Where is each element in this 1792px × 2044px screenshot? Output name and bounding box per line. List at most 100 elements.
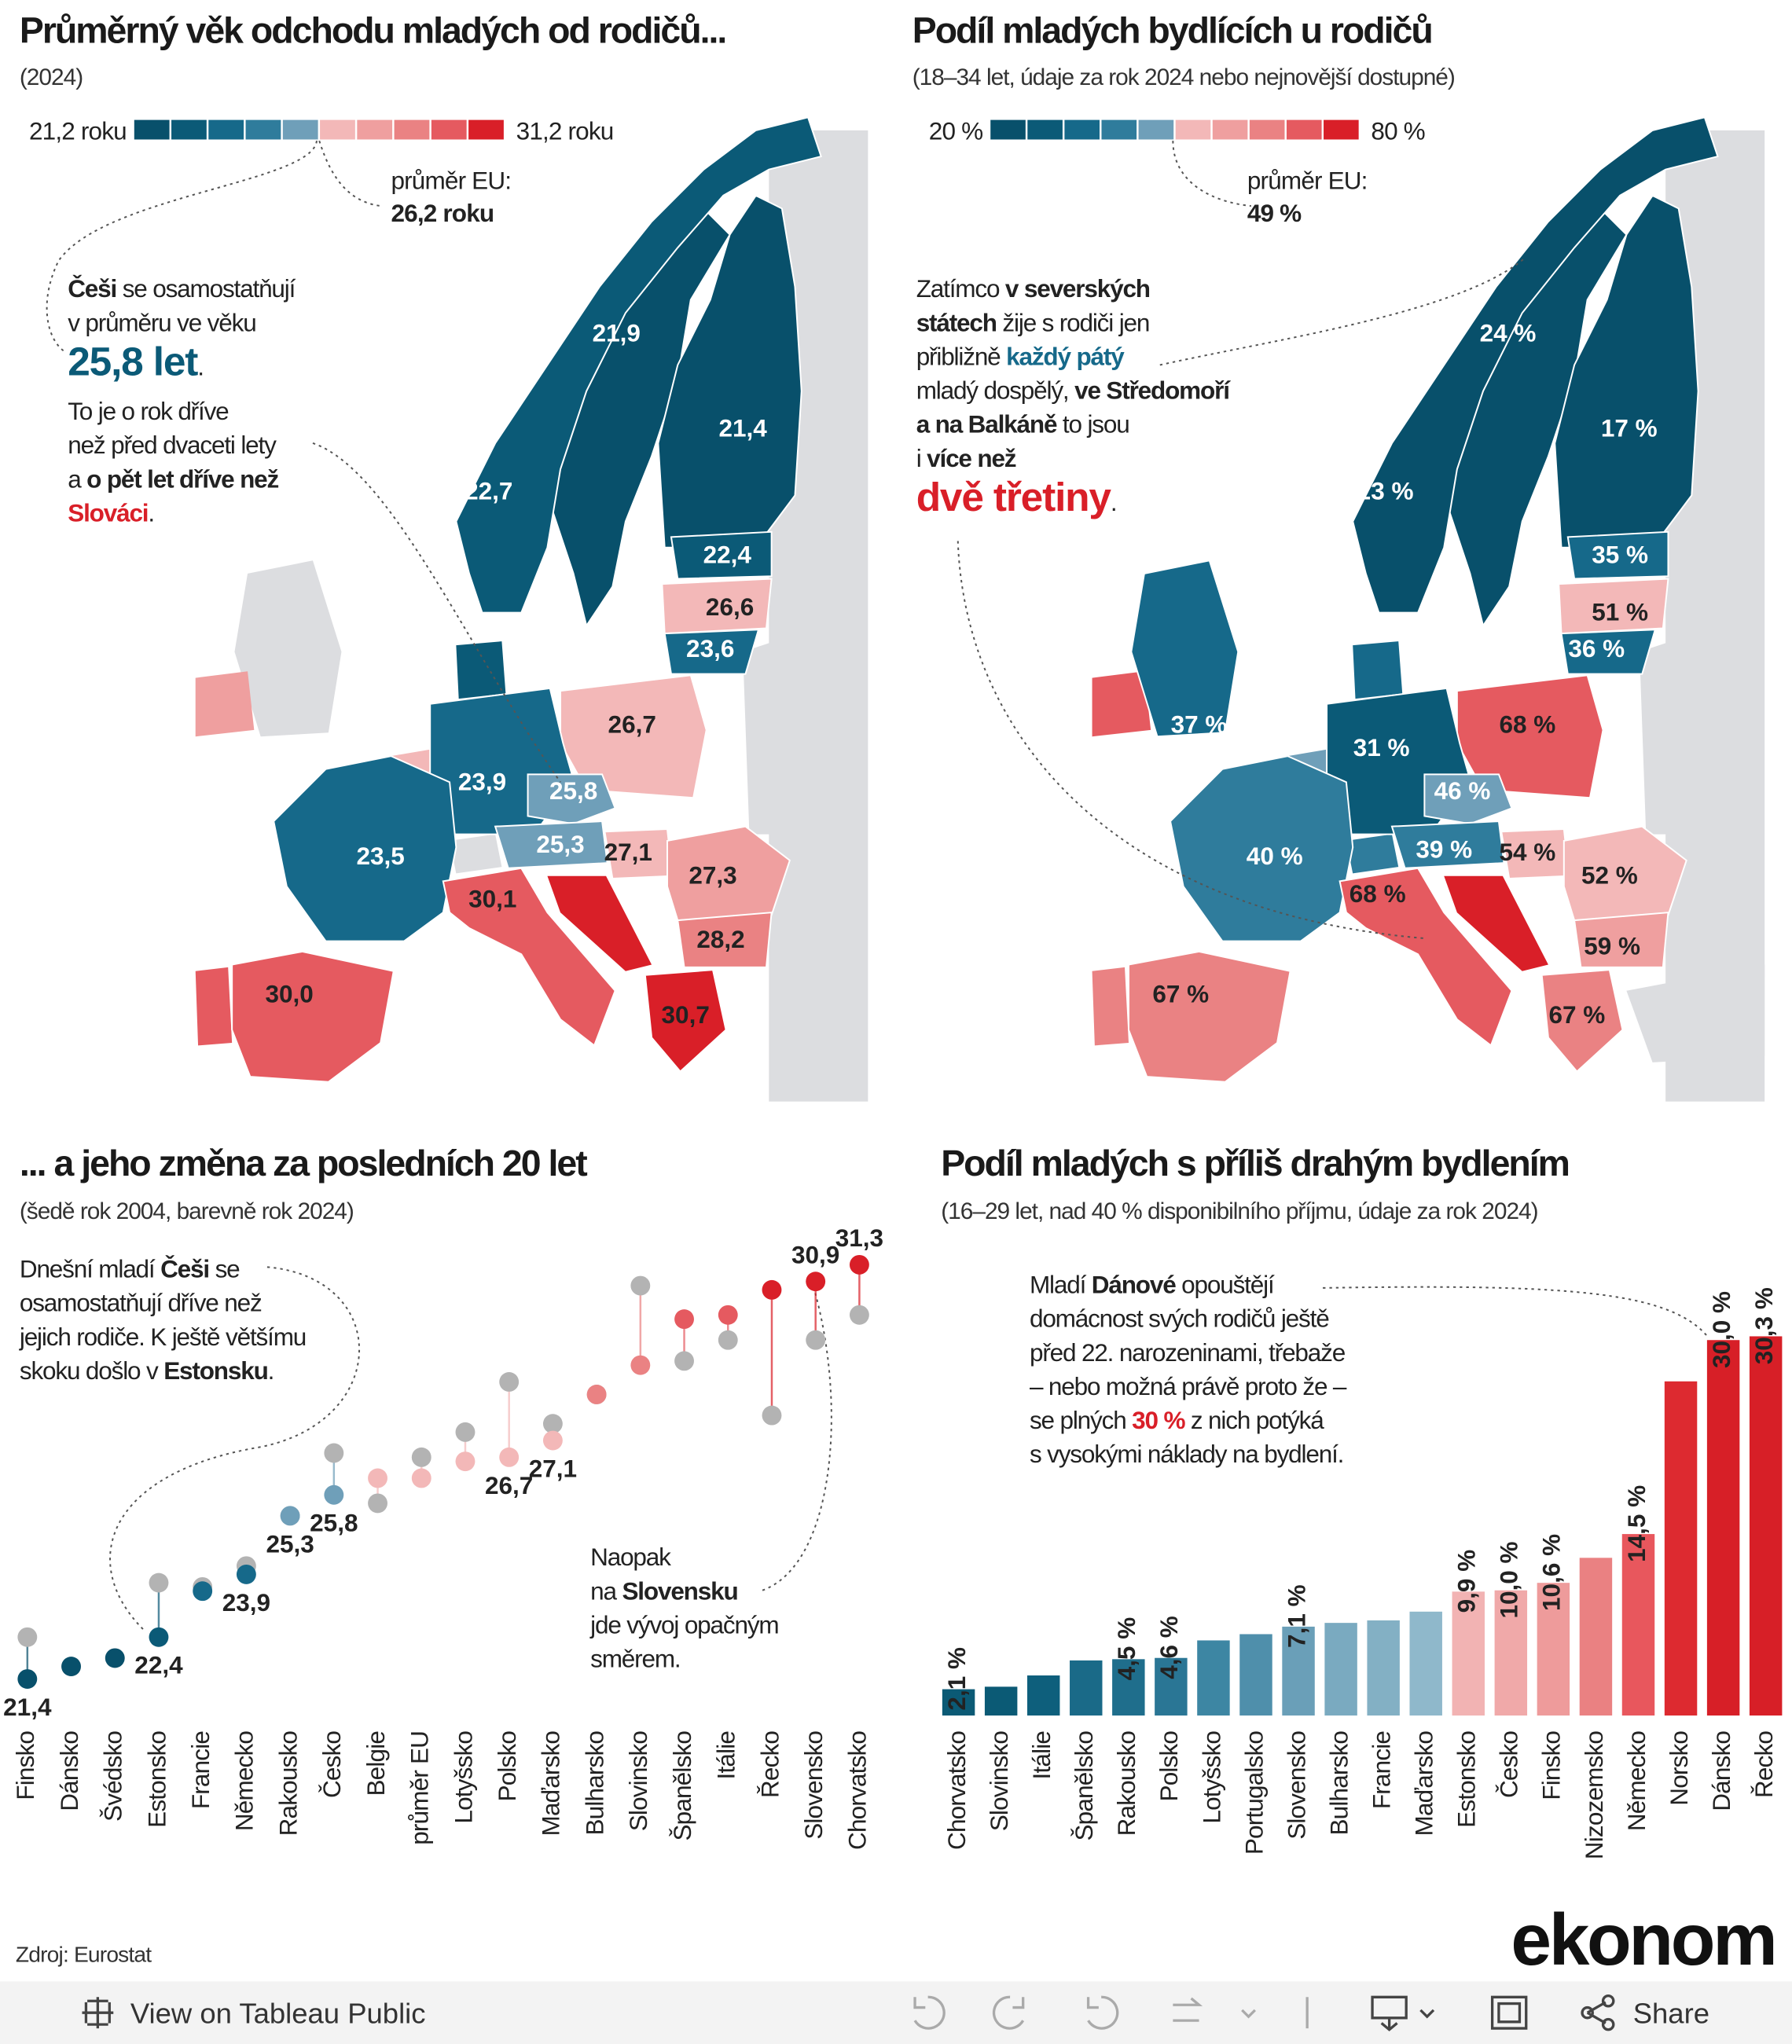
region — [670, 530, 773, 580]
x-tick-label: Finsko — [11, 1731, 39, 1800]
annotation-line: osamostatňují dříve než — [20, 1289, 262, 1317]
annotation-line: jde vývoj opačným — [589, 1610, 778, 1639]
land — [456, 641, 506, 699]
dot-2024 — [17, 1669, 38, 1689]
dot-2004 — [324, 1443, 344, 1463]
revert[interactable] — [1086, 1995, 1119, 2030]
annotation-run: a na Balkáně — [916, 410, 1057, 439]
annotation-run: a — [68, 464, 86, 493]
data-label: 7,1 % — [1282, 1584, 1310, 1648]
region-label: 36 % — [1568, 634, 1625, 662]
x-tick-label: Německo — [1622, 1731, 1651, 1832]
data-label: 14,5 % — [1622, 1485, 1651, 1562]
chart-title: Podíl mladých bydlících u rodičů — [913, 10, 1432, 51]
data-label: 23,9 — [222, 1588, 270, 1616]
undo[interactable] — [913, 1995, 946, 2030]
region-label: 51 % — [1592, 598, 1648, 626]
x-tick-label: Dánsko — [55, 1731, 83, 1811]
annotation-run: o pět let dříve než — [86, 464, 278, 493]
annotation-run: – nebo možná právě proto že – — [1030, 1372, 1347, 1400]
dot-2004 — [149, 1572, 169, 1593]
x-tick-label: Rakousko — [274, 1731, 302, 1837]
land — [743, 638, 782, 835]
annotation-run: přibližně — [916, 342, 1006, 370]
dot-2004 — [499, 1372, 520, 1392]
data-label: 30,3 % — [1750, 1287, 1778, 1364]
annotation-line: jejich rodiče. K ještě většímu — [19, 1323, 306, 1351]
dot-2024 — [193, 1581, 213, 1602]
redo[interactable] — [992, 1995, 1025, 2030]
x-tick-label: Norsko — [1665, 1731, 1693, 1806]
view-button[interactable]: View on Tableau Public — [82, 1997, 426, 2029]
region — [1130, 560, 1239, 738]
legend-swatch — [1138, 119, 1174, 140]
bar — [1452, 1591, 1485, 1716]
fullscreen[interactable] — [1490, 1995, 1528, 2030]
eu-average: 49 % — [1247, 199, 1302, 227]
dot-2004 — [542, 1414, 563, 1434]
x-tick-label: průměr EU — [406, 1731, 434, 1845]
annotation-line: s vysokými náklady na bydlení. — [1030, 1440, 1343, 1468]
region-label: 22,4 — [703, 541, 752, 569]
annotation-line: a o pět let dříve než — [68, 464, 278, 493]
x-tick-label: Řecko — [1750, 1731, 1778, 1798]
refresh[interactable] — [1173, 1997, 1203, 2022]
dot-2024 — [542, 1430, 563, 1451]
region — [527, 773, 616, 825]
region-label: 54 % — [1499, 838, 1555, 866]
annotation-run: domácnost svých rodičů ještě — [1030, 1305, 1329, 1333]
eu-average-label: průměr EU: — [391, 167, 511, 195]
x-tick-label: Dánsko — [1707, 1731, 1735, 1811]
land — [1444, 875, 1548, 971]
region — [1127, 950, 1291, 1083]
annotation-run: Dánové — [1092, 1271, 1176, 1299]
annotation-line: Slováci. — [68, 499, 154, 527]
data-label: 22,4 — [134, 1651, 183, 1679]
dot-2024 — [674, 1309, 694, 1330]
region-label: 39 % — [1416, 835, 1472, 864]
share-button[interactable]: Share — [1633, 1997, 1709, 2029]
annotation-line: Češi se osamostatňují — [68, 274, 296, 303]
region-label: 17 % — [1601, 414, 1658, 442]
annotation-run: dvě třetiny — [916, 474, 1112, 519]
region-label: 30,1 — [468, 885, 516, 913]
legend-swatch — [394, 119, 430, 140]
bar — [1324, 1623, 1357, 1716]
data-label: 21,4 — [3, 1693, 52, 1721]
data-label: 10,0 % — [1495, 1541, 1523, 1618]
annotation-run: se — [209, 1255, 240, 1283]
dropdown[interactable] — [1241, 2009, 1257, 2019]
region — [1423, 773, 1513, 825]
legend-swatch — [990, 119, 1026, 140]
annotation-run: v průměru ve věku — [68, 308, 255, 336]
region-label: 35 % — [1592, 541, 1648, 569]
region — [663, 629, 760, 675]
chart-subtitle: (18–34 let, údaje za rok 2024 nebo nejno… — [913, 64, 1455, 90]
region-label: 40 % — [1247, 842, 1303, 870]
annotation-line: přibližně každý pátý — [916, 342, 1126, 370]
legend-swatch — [1175, 119, 1211, 140]
eu-average-label: průměr EU: — [1247, 167, 1368, 195]
dot-2024 — [586, 1385, 607, 1404]
download[interactable] — [1371, 1995, 1435, 2031]
data-label: 9,9 % — [1452, 1550, 1481, 1613]
chart-title: Průměrný věk odchodu mladých od rodičů..… — [20, 10, 725, 51]
region-label: 27,3 — [689, 861, 736, 890]
annotation-line: státech žije s rodiči jen — [916, 308, 1150, 336]
x-tick-label: Maďarsko — [1410, 1731, 1438, 1837]
bar — [1367, 1620, 1400, 1716]
x-tick-label: Bulharsko — [1324, 1731, 1353, 1836]
annotation-run: osamostatňují dříve než — [20, 1289, 262, 1317]
annotation-run: než před dvaceti lety — [68, 431, 277, 459]
annotation-run: Češi — [160, 1255, 209, 1283]
x-tick-label: Francie — [186, 1731, 215, 1810]
dot-2024 — [368, 1468, 387, 1488]
data-label: 30,9 — [791, 1240, 839, 1268]
legend-swatch — [282, 119, 318, 140]
annotation-line: mladý dospělý, ve Středomoří — [916, 376, 1232, 405]
annotation-run: Zatímco — [916, 274, 1005, 303]
chart-subtitle: (16–29 let, nad 40 % disponibilního příj… — [941, 1198, 1537, 1224]
leader — [109, 1266, 360, 1631]
legend-swatch — [1249, 119, 1285, 140]
view-link[interactable]: View on Tableau Public — [130, 1997, 426, 2029]
